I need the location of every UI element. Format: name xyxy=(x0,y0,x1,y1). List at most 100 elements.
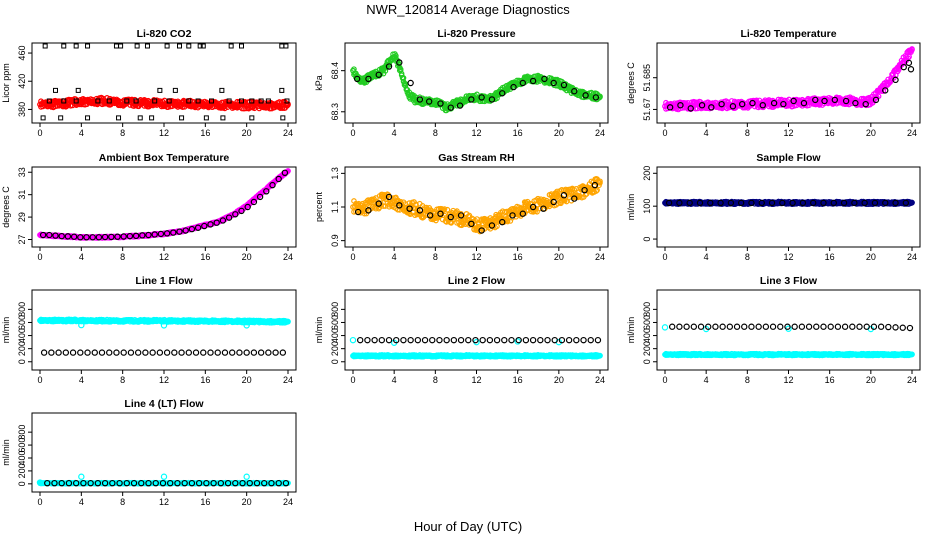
panel-frame xyxy=(344,42,609,124)
panel-title: Li-820 Pressure xyxy=(437,28,515,40)
data-point xyxy=(499,218,506,226)
x-tick-label: 0 xyxy=(350,375,355,385)
plot-area xyxy=(350,176,603,235)
x-tick-label: 12 xyxy=(783,128,793,138)
x-tick-label: 12 xyxy=(159,128,169,138)
data-point xyxy=(378,336,386,344)
data-point xyxy=(101,233,109,241)
data-point xyxy=(52,232,59,239)
band-point xyxy=(441,101,448,107)
y-tick-label: 380 xyxy=(17,102,27,117)
series-points xyxy=(40,349,287,356)
x-tick-label: 12 xyxy=(783,252,793,262)
band-point xyxy=(469,221,476,228)
data-point xyxy=(207,221,214,228)
data-point xyxy=(257,349,265,356)
data-point xyxy=(821,97,828,105)
data-point xyxy=(799,199,807,207)
data-point xyxy=(108,233,115,241)
x-tick-label: 8 xyxy=(433,128,438,138)
data-point xyxy=(182,227,189,234)
data-point xyxy=(416,96,424,103)
data-point xyxy=(207,349,214,356)
data-point xyxy=(149,115,155,121)
data-point xyxy=(61,98,67,104)
panel-frame xyxy=(31,289,297,371)
data-point xyxy=(406,205,413,212)
data-point xyxy=(243,322,250,329)
plot-area xyxy=(350,51,603,114)
data-point xyxy=(550,198,557,206)
x-tick-label: 20 xyxy=(866,128,876,138)
data-point xyxy=(907,66,915,73)
band-point xyxy=(728,98,735,104)
data-point xyxy=(665,199,673,207)
band-point xyxy=(597,94,603,100)
x-tick-label: 24 xyxy=(283,252,293,262)
series-points xyxy=(40,43,290,121)
x-tick-label: 24 xyxy=(283,128,293,138)
data-point xyxy=(126,232,134,240)
data-point xyxy=(770,99,778,107)
data-point xyxy=(354,208,362,216)
x-tick-label: 8 xyxy=(433,252,438,262)
data-point xyxy=(265,349,272,356)
x-tick-label: 4 xyxy=(392,128,397,138)
data-point xyxy=(73,98,79,104)
band-point xyxy=(441,206,448,212)
data-point xyxy=(541,75,548,83)
y-tick-label: 400 xyxy=(330,328,340,343)
data-point xyxy=(78,321,85,329)
x-tick-label: 24 xyxy=(907,128,917,138)
data-point xyxy=(144,43,150,49)
series-band xyxy=(662,350,915,359)
panel-title: Line 3 Flow xyxy=(760,275,818,287)
x-tick-label: 0 xyxy=(662,128,667,138)
data-point xyxy=(393,336,400,344)
data-point xyxy=(48,349,55,356)
data-point xyxy=(421,336,429,344)
data-point xyxy=(519,79,527,87)
x-tick-label: 8 xyxy=(120,252,125,262)
data-point xyxy=(529,77,537,85)
data-point xyxy=(152,98,158,104)
data-point xyxy=(95,98,101,104)
data-point xyxy=(414,336,422,344)
y-tick-label: 460 xyxy=(17,46,27,61)
data-point xyxy=(163,349,171,356)
y-tick-label: 0 xyxy=(17,359,27,364)
data-point xyxy=(800,99,808,107)
band-point xyxy=(846,101,852,108)
x-tick-label: 16 xyxy=(200,375,210,385)
data-point xyxy=(250,198,258,206)
data-point xyxy=(447,104,454,111)
data-point xyxy=(272,349,279,356)
y-tick-label: 800 xyxy=(17,302,27,317)
plot-area xyxy=(662,46,915,113)
data-point xyxy=(780,100,787,108)
data-point xyxy=(178,349,185,356)
band-point xyxy=(909,47,915,53)
series-points xyxy=(353,59,600,111)
data-point xyxy=(493,336,501,344)
data-point xyxy=(40,349,48,356)
series-band xyxy=(350,176,603,235)
data-point xyxy=(91,349,98,356)
data-point xyxy=(132,232,140,240)
panel-frame xyxy=(656,166,921,248)
data-point xyxy=(571,195,578,202)
data-point xyxy=(142,349,149,356)
data-point xyxy=(407,79,414,87)
data-point xyxy=(581,186,588,194)
plot-area xyxy=(37,316,291,356)
data-point xyxy=(812,96,819,104)
y-tick-label: 27 xyxy=(17,235,27,245)
data-point xyxy=(872,96,880,104)
data-point xyxy=(256,193,264,201)
series-points xyxy=(354,181,599,234)
data-point xyxy=(479,336,486,344)
data-point xyxy=(186,43,192,49)
data-point xyxy=(551,336,558,344)
data-point xyxy=(591,181,599,189)
